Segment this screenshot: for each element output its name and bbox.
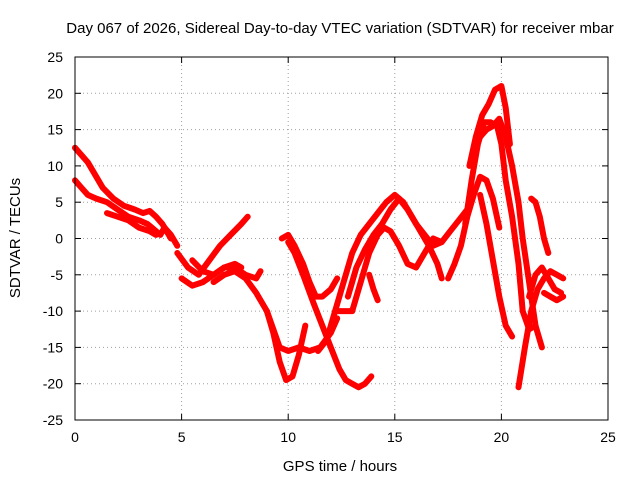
y-tick-label: -10 — [43, 303, 63, 319]
data-series-4 — [174, 213, 251, 278]
data-series-12 — [332, 224, 445, 315]
y-axis-label: SDTVAR / TECUs — [7, 178, 24, 298]
data-series-19 — [477, 191, 516, 340]
y-tick-label: -20 — [43, 376, 63, 392]
x-tick-label: 0 — [71, 429, 79, 445]
y-tick-label: -5 — [51, 267, 64, 283]
data-series-15 — [445, 173, 503, 282]
data-series-3 — [104, 210, 159, 238]
axis-ticks: 0 5 10 15 20 25 -25 -20 -15 -10 -5 0 5 10 15 20 25 — [43, 49, 616, 445]
x-axis-label: GPS time / hours — [283, 458, 397, 475]
data-series-7 — [210, 268, 309, 384]
chart-title: Day 067 of 2026, Sidereal Day-to-day VTE… — [66, 20, 613, 37]
data-series-2 — [72, 177, 181, 249]
data-series-11 — [315, 191, 445, 354]
data-series-6 — [189, 257, 245, 278]
y-tick-label: -15 — [43, 339, 63, 355]
data-series-20 — [515, 268, 567, 391]
data-series-23 — [541, 289, 567, 304]
data-series-17 — [466, 83, 513, 169]
data-series-13 — [344, 195, 471, 300]
data-series-1 — [72, 144, 174, 242]
y-tick-label: 25 — [47, 49, 63, 65]
y-tick-label: 15 — [47, 122, 63, 138]
data-series-22 — [528, 195, 552, 256]
data-series-14 — [366, 271, 381, 304]
x-tick-label: 5 — [178, 429, 186, 445]
x-tick-label: 15 — [387, 429, 403, 445]
x-tick-label: 10 — [280, 429, 296, 445]
plot-frame — [74, 56, 609, 421]
grid — [75, 57, 608, 420]
y-tick-label: -25 — [43, 412, 63, 428]
y-tick-label: 20 — [47, 85, 63, 101]
y-tick-label: 10 — [47, 158, 63, 174]
y-tick-label: 0 — [55, 231, 63, 247]
data-series-16 — [462, 119, 539, 333]
x-tick-label: 20 — [494, 429, 510, 445]
data-series-10 — [285, 239, 375, 391]
data-series-21 — [526, 264, 565, 300]
y-tick-label: 5 — [55, 194, 63, 210]
data-series-group — [72, 83, 567, 391]
x-tick-label: 25 — [600, 429, 616, 445]
data-series-9 — [278, 231, 341, 300]
